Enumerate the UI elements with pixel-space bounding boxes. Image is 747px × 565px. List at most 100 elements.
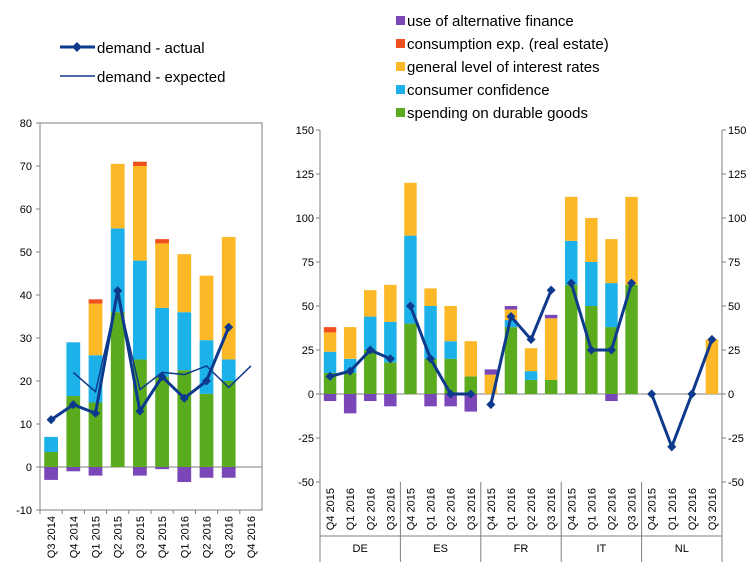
left-actual-point xyxy=(201,376,212,386)
right-quarter-label: Q4 2015 xyxy=(647,488,659,530)
right-bar-interest-rates xyxy=(625,196,638,285)
legend-swatch-durable-goods xyxy=(396,108,405,117)
right-quarter-label: Q3 2016 xyxy=(627,488,639,530)
left-ytick-label: -10 xyxy=(16,505,32,517)
legend-label-alt-finance: use of alternative finance xyxy=(407,13,574,30)
right-quarter-label: Q2 2016 xyxy=(446,488,458,530)
right-quarter-label: Q1 2016 xyxy=(345,488,357,530)
right-actual-point xyxy=(687,389,697,399)
right-group-label: IT xyxy=(597,543,607,555)
right-bar-consumer-confidence xyxy=(565,240,578,285)
right-quarter-label: Q2 2016 xyxy=(606,488,618,530)
right-line-actual-IT xyxy=(569,282,633,352)
right-bar-interest-rates xyxy=(384,284,397,322)
right-bar-durable-goods xyxy=(625,284,638,394)
right-group-label: DE xyxy=(353,543,368,555)
right-quarter-label: Q3 2016 xyxy=(466,488,478,530)
right-ytick2-label: 25 xyxy=(728,345,740,357)
left-bar-interest-rates xyxy=(199,275,214,341)
left-bar-alt-finance xyxy=(133,467,147,476)
left-ytick-label: 50 xyxy=(20,247,32,259)
right-bar-consumer-confidence xyxy=(384,321,397,363)
left-xtick-label: Q1 2015 xyxy=(91,516,103,558)
left-bar-interest-rates xyxy=(133,166,147,261)
right-ytick-label: -25 xyxy=(298,433,314,445)
left-bar-interest-rates xyxy=(221,236,236,360)
legend-swatch-real-estate xyxy=(396,39,405,48)
left-bar-alt-finance xyxy=(44,467,58,480)
right-bar-interest-rates xyxy=(404,182,417,236)
right-bar-durable-goods xyxy=(424,358,437,394)
left-xtick-label: Q2 2015 xyxy=(113,516,125,558)
right-quarter-label: Q3 2016 xyxy=(707,488,719,530)
left-actual-point xyxy=(68,400,78,410)
left-bar-durable-goods xyxy=(88,402,103,467)
right-ytick-label: 100 xyxy=(296,213,314,225)
right-chart: -50 -50 -25 -25 0 0 25 25 50 50 75 75 100 100 125 125 15… xyxy=(296,125,746,562)
right-bar-durable-goods xyxy=(444,358,457,394)
right-actual-point xyxy=(566,278,576,288)
legend-swatch-alt-finance xyxy=(396,16,405,25)
right-bar-alt-finance xyxy=(323,394,337,402)
right-line-actual-DE xyxy=(329,348,391,378)
right-actual-point xyxy=(486,400,496,410)
right-ytick2-label: 125 xyxy=(728,169,746,181)
right-bar-durable-goods xyxy=(544,379,558,394)
left-bar-interest-rates xyxy=(155,243,169,308)
right-ytick2-label: -50 xyxy=(728,477,744,489)
legend-actual-marker xyxy=(72,42,82,52)
right-quarter-label: Q3 2016 xyxy=(385,488,397,530)
right-bar-alt-finance xyxy=(343,394,357,414)
right-bar-alt-finance xyxy=(384,394,397,407)
left-bar-consumer-confidence xyxy=(155,307,169,377)
right-quarter-label: Q2 2016 xyxy=(526,488,538,530)
right-bar-alt-finance xyxy=(484,369,498,375)
left-bar-consumer-confidence xyxy=(66,342,81,397)
right-bar-interest-rates xyxy=(323,332,337,352)
left-bar-durable-goods xyxy=(155,376,169,467)
right-quarter-label: Q1 2016 xyxy=(506,488,518,530)
right-line-actual-NL xyxy=(650,338,714,452)
right-ytick2-label: 100 xyxy=(728,213,746,225)
legend-left: demand - actual demand - expected xyxy=(60,40,225,86)
right-bar-alt-finance xyxy=(364,394,377,402)
right-bar-consumer-confidence xyxy=(404,235,417,324)
right-actual-point xyxy=(667,442,677,452)
left-ytick-label: 40 xyxy=(20,290,32,302)
legend-label-durable-goods: spending on durable goods xyxy=(407,105,588,122)
right-bar-consumer-confidence xyxy=(364,316,377,350)
right-bar-interest-rates xyxy=(705,339,719,394)
right-actual-point xyxy=(546,285,556,295)
left-bar-real-estate xyxy=(133,161,147,166)
right-quarter-label: Q1 2016 xyxy=(586,488,598,530)
right-bar-alt-finance xyxy=(504,306,518,310)
right-bar-durable-goods xyxy=(504,327,518,394)
left-bar-durable-goods xyxy=(221,381,236,467)
left-bar-alt-finance xyxy=(66,467,81,472)
right-bar-interest-rates xyxy=(524,348,538,372)
right-bar-durable-goods xyxy=(524,379,538,394)
right-quarter-label: Q4 2015 xyxy=(486,488,498,530)
right-quarter-label: Q4 2015 xyxy=(566,488,578,530)
left-bar-consumer-confidence xyxy=(177,312,192,371)
right-bar-consumer-confidence xyxy=(605,283,618,328)
right-ytick-label: 25 xyxy=(302,345,314,357)
right-ytick2-label: 75 xyxy=(728,257,740,269)
left-bar-alt-finance xyxy=(88,467,103,476)
left-bar-durable-goods xyxy=(44,451,58,467)
left-ytick-label: 10 xyxy=(20,419,32,431)
right-bar-real-estate xyxy=(323,327,337,333)
left-ytick-label: 70 xyxy=(20,161,32,173)
right-bar-consumer-confidence xyxy=(585,262,598,306)
right-ytick-label: 125 xyxy=(296,169,314,181)
left-xtick-label: Q4 2014 xyxy=(68,516,80,558)
right-bar-durable-goods xyxy=(384,362,397,394)
right-bar-interest-rates xyxy=(444,306,457,342)
left-bar-interest-rates xyxy=(110,163,125,229)
left-ytick-label: 60 xyxy=(20,204,32,216)
legend-swatch-interest-rates xyxy=(396,62,405,71)
right-bar-durable-goods xyxy=(343,372,357,394)
left-bar-durable-goods xyxy=(66,396,81,467)
right-line-actual-ES xyxy=(409,305,471,396)
